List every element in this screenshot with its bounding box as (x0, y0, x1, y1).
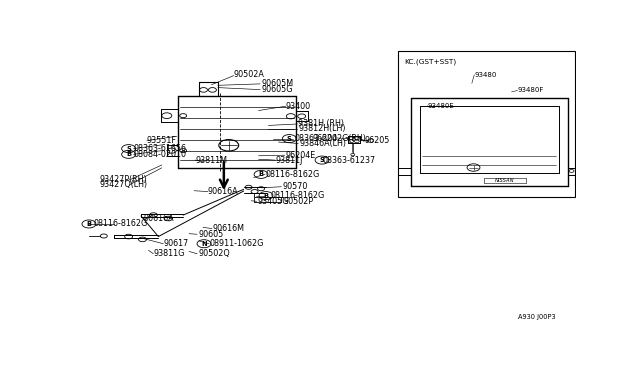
Text: 90570: 90570 (282, 182, 308, 191)
Text: 93812H(LH): 93812H(LH) (298, 124, 346, 133)
Text: B: B (264, 193, 269, 199)
Text: S: S (126, 145, 131, 152)
Text: 96204: 96204 (313, 134, 338, 142)
Text: 93480: 93480 (474, 72, 497, 78)
Text: 93427P(RH): 93427P(RH) (100, 175, 147, 185)
Text: B: B (259, 171, 264, 177)
Text: 08084-02010: 08084-02010 (134, 150, 187, 159)
Text: 08363-6202G(RH): 08363-6202G(RH) (294, 134, 366, 143)
Bar (399, 51, 575, 197)
Text: 08116-8162G: 08116-8162G (271, 191, 325, 200)
Text: S: S (287, 135, 292, 142)
Text: 96205: 96205 (365, 136, 390, 145)
Text: 93811G: 93811G (154, 249, 185, 258)
Text: B: B (126, 151, 131, 157)
Text: 90605: 90605 (198, 230, 223, 239)
Text: 93480E: 93480E (428, 103, 454, 109)
Text: 93427Q(LH): 93427Q(LH) (100, 180, 148, 189)
Text: 08116-8162G: 08116-8162G (266, 170, 320, 179)
Text: 93480F: 93480F (518, 87, 544, 93)
Text: 08363-61656: 08363-61656 (134, 144, 187, 153)
Text: 93551F: 93551F (147, 136, 177, 145)
Text: KC.(GST+SST): KC.(GST+SST) (404, 59, 456, 65)
Text: 93846A(LH): 93846A(LH) (300, 139, 346, 148)
Text: 90502A: 90502A (234, 70, 264, 79)
Text: 90502Q: 90502Q (198, 249, 230, 258)
Text: 93811M: 93811M (195, 155, 227, 164)
Text: 93811J: 93811J (276, 155, 303, 164)
Text: N: N (201, 241, 207, 247)
Text: 93400: 93400 (286, 102, 311, 111)
Text: 08116-8162G: 08116-8162G (94, 219, 148, 228)
Text: 90616A: 90616A (208, 187, 239, 196)
Text: NISSAN: NISSAN (495, 178, 515, 183)
Text: 93405G: 93405G (257, 197, 289, 206)
Text: 90617: 90617 (163, 239, 189, 248)
Text: 90502P: 90502P (284, 197, 314, 206)
Text: 96204E: 96204E (286, 151, 316, 160)
Text: A930 J00P3: A930 J00P3 (518, 314, 555, 320)
Text: 9381H (RH): 9381H (RH) (298, 119, 344, 128)
Text: B: B (86, 221, 92, 227)
Text: 90605G: 90605G (261, 85, 292, 94)
Text: 90605M: 90605M (261, 79, 293, 89)
Text: 90616M: 90616M (213, 224, 245, 233)
Text: 90616A: 90616A (143, 214, 174, 223)
Text: 08363-61237: 08363-61237 (322, 155, 375, 164)
Text: S: S (319, 157, 324, 163)
Text: 08911-1062G: 08911-1062G (210, 239, 264, 248)
